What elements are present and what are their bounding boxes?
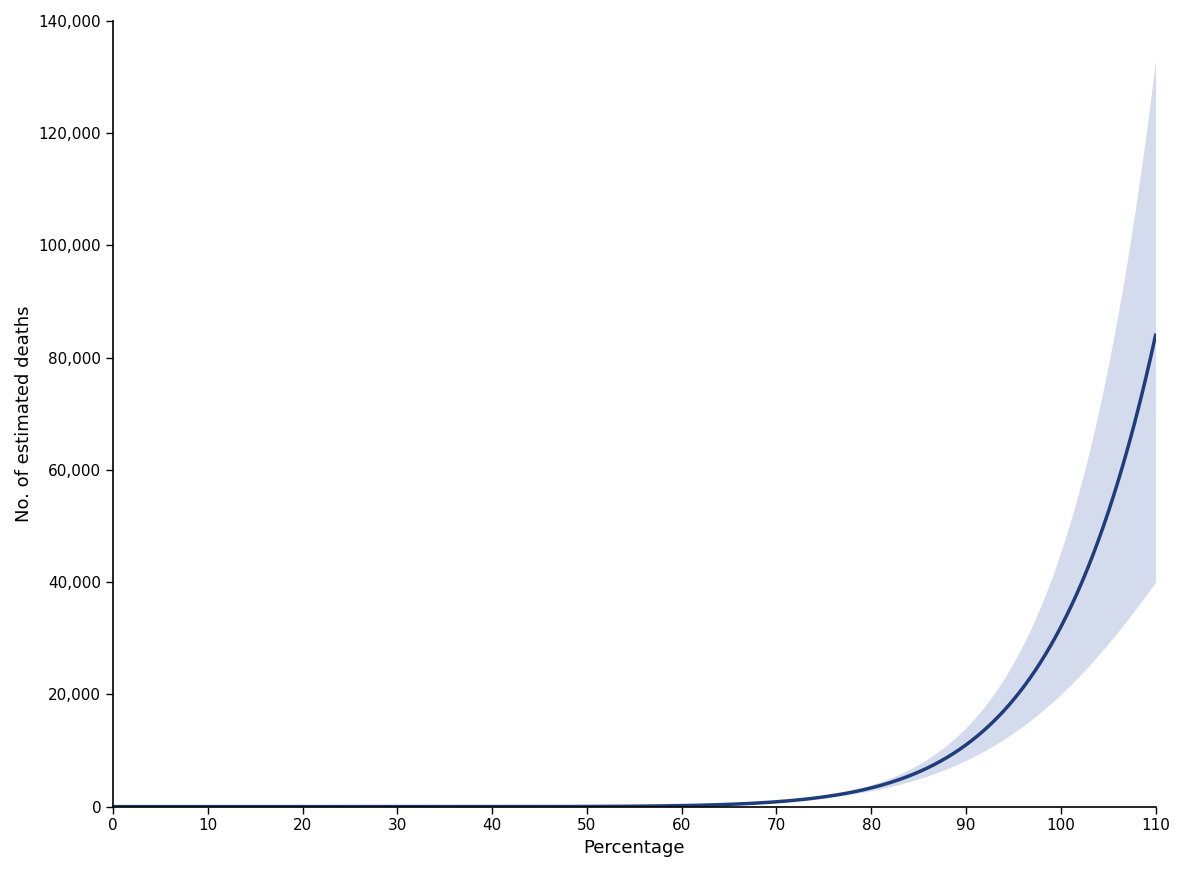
Y-axis label: No. of estimated deaths: No. of estimated deaths [15,305,33,522]
X-axis label: Percentage: Percentage [583,839,685,857]
